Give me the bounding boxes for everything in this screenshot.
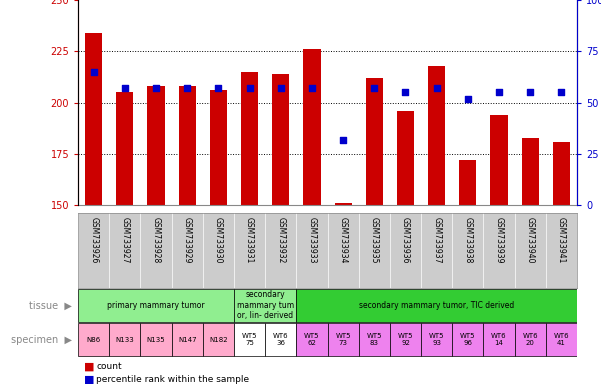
Bar: [178, 86, 196, 205]
Bar: [210, 90, 227, 205]
Text: percentile rank within the sample: percentile rank within the sample: [96, 375, 249, 384]
FancyBboxPatch shape: [296, 323, 328, 356]
Bar: [117, 93, 133, 205]
Text: primary mammary tumor: primary mammary tumor: [107, 301, 205, 310]
Text: N182: N182: [209, 337, 228, 343]
Text: GSM733931: GSM733931: [245, 217, 254, 263]
Bar: [147, 86, 165, 205]
Text: secondary
mammary tum
or, lin- derived: secondary mammary tum or, lin- derived: [237, 290, 294, 320]
Point: [401, 89, 410, 96]
Point: [183, 85, 192, 91]
Text: GSM733938: GSM733938: [463, 217, 472, 263]
Text: ■: ■: [84, 374, 94, 384]
Text: WT5
92: WT5 92: [398, 333, 413, 346]
Point: [276, 85, 285, 91]
Point: [120, 85, 130, 91]
Text: N147: N147: [178, 337, 197, 343]
FancyBboxPatch shape: [421, 323, 452, 356]
Text: N133: N133: [115, 337, 134, 343]
Bar: [397, 111, 414, 205]
FancyBboxPatch shape: [109, 323, 141, 356]
Text: WT5
93: WT5 93: [429, 333, 444, 346]
Bar: [459, 160, 477, 205]
Text: WT5
75: WT5 75: [242, 333, 257, 346]
Bar: [304, 49, 320, 205]
Bar: [335, 204, 352, 205]
Text: WT5
96: WT5 96: [460, 333, 475, 346]
Text: GSM733926: GSM733926: [89, 217, 98, 263]
Text: count: count: [96, 362, 122, 371]
Text: tissue  ▶: tissue ▶: [29, 300, 72, 310]
Text: WT5
62: WT5 62: [304, 333, 320, 346]
Bar: [366, 78, 383, 205]
FancyBboxPatch shape: [483, 323, 514, 356]
Text: N135: N135: [147, 337, 165, 343]
Bar: [272, 74, 289, 205]
Point: [463, 96, 472, 102]
Text: GSM733940: GSM733940: [526, 217, 535, 263]
Point: [525, 89, 535, 96]
FancyBboxPatch shape: [546, 323, 577, 356]
Point: [494, 89, 504, 96]
FancyBboxPatch shape: [172, 323, 203, 356]
FancyBboxPatch shape: [514, 323, 546, 356]
FancyBboxPatch shape: [203, 323, 234, 356]
Text: GSM733927: GSM733927: [120, 217, 129, 263]
FancyBboxPatch shape: [359, 323, 390, 356]
Bar: [553, 142, 570, 205]
FancyBboxPatch shape: [78, 289, 234, 322]
Text: GSM733935: GSM733935: [370, 217, 379, 263]
FancyBboxPatch shape: [141, 323, 172, 356]
Text: specimen  ▶: specimen ▶: [11, 335, 72, 345]
Text: GSM733937: GSM733937: [432, 217, 441, 263]
Point: [89, 69, 99, 75]
Text: WT5
73: WT5 73: [335, 333, 351, 346]
Point: [213, 85, 223, 91]
Text: GSM733928: GSM733928: [151, 217, 160, 263]
Text: GSM733934: GSM733934: [338, 217, 347, 263]
Text: GSM733932: GSM733932: [276, 217, 285, 263]
Text: GSM733939: GSM733939: [495, 217, 504, 263]
FancyBboxPatch shape: [296, 289, 577, 322]
Point: [338, 137, 348, 143]
Bar: [522, 137, 538, 205]
FancyBboxPatch shape: [265, 323, 296, 356]
Text: WT6
20: WT6 20: [522, 333, 538, 346]
Bar: [428, 66, 445, 205]
FancyBboxPatch shape: [234, 289, 296, 322]
Point: [557, 89, 566, 96]
Text: GSM733930: GSM733930: [214, 217, 223, 263]
Text: WT6
41: WT6 41: [554, 333, 569, 346]
Text: WT5
83: WT5 83: [367, 333, 382, 346]
Text: ■: ■: [84, 362, 94, 372]
Point: [245, 85, 254, 91]
Point: [307, 85, 317, 91]
Text: GSM733929: GSM733929: [183, 217, 192, 263]
FancyBboxPatch shape: [328, 323, 359, 356]
FancyBboxPatch shape: [390, 323, 421, 356]
Text: WT6
36: WT6 36: [273, 333, 288, 346]
Text: GSM733933: GSM733933: [308, 217, 317, 263]
Bar: [241, 72, 258, 205]
Text: N86: N86: [87, 337, 101, 343]
FancyBboxPatch shape: [78, 323, 109, 356]
Bar: [85, 33, 102, 205]
Bar: [490, 115, 508, 205]
Point: [151, 85, 161, 91]
Point: [432, 85, 442, 91]
Text: secondary mammary tumor, TIC derived: secondary mammary tumor, TIC derived: [359, 301, 514, 310]
Text: GSM733936: GSM733936: [401, 217, 410, 263]
Text: GSM733941: GSM733941: [557, 217, 566, 263]
FancyBboxPatch shape: [452, 323, 483, 356]
Point: [370, 85, 379, 91]
Text: WT6
14: WT6 14: [491, 333, 507, 346]
FancyBboxPatch shape: [234, 323, 265, 356]
